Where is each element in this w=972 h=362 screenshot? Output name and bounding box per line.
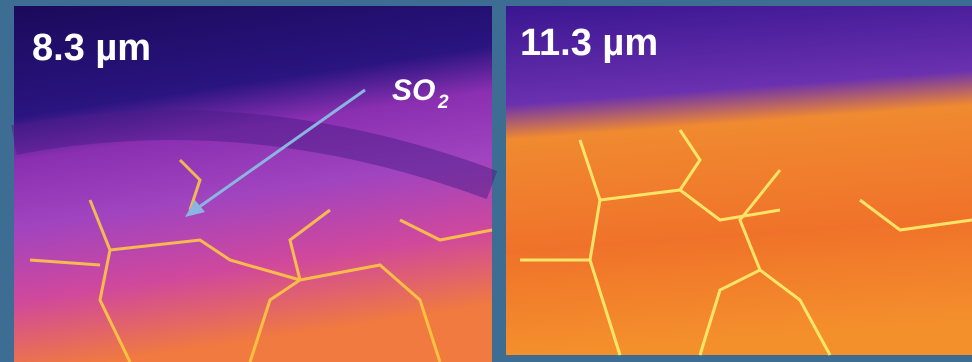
panel-label: 11.3 µm: [520, 22, 658, 64]
annotation-subscript: 2: [437, 92, 449, 113]
annotation: SO: [392, 74, 435, 107]
panel-left: 8.3 µm SO 2: [14, 6, 492, 362]
screenshot: 8.3 µm SO 2 11.3 µm: [0, 0, 972, 362]
panel-right: 11.3 µm: [506, 6, 972, 355]
panel-label: 8.3 µm: [32, 27, 151, 69]
